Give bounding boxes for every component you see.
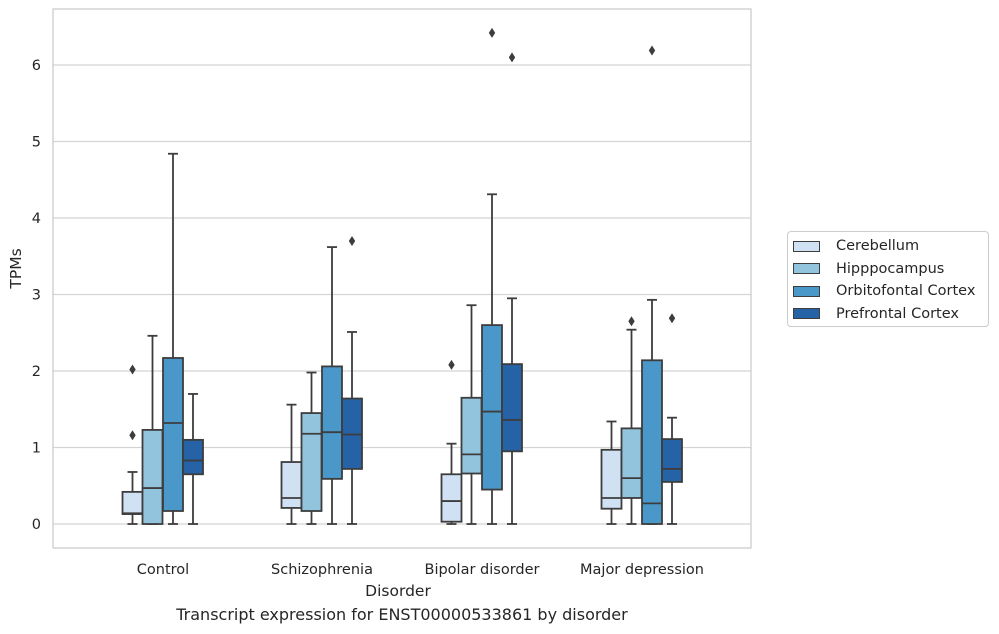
iqr-box bbox=[620, 427, 643, 499]
box-1-0 bbox=[141, 334, 164, 525]
box-marks bbox=[121, 27, 683, 525]
outlier-point bbox=[628, 316, 635, 327]
y-tick-label: 3 bbox=[32, 288, 41, 304]
iqr-box bbox=[440, 473, 463, 523]
iqr-box bbox=[641, 359, 663, 525]
x-tick-label: Major depression bbox=[580, 562, 704, 578]
legend-swatch bbox=[793, 240, 820, 252]
legend-item-prefrontal-cortex: Prefrontal Cortex bbox=[793, 303, 988, 326]
iqr-box bbox=[321, 365, 343, 480]
outlier-point bbox=[348, 235, 356, 246]
y-tick-label: 5 bbox=[32, 135, 41, 151]
outlier-point bbox=[448, 359, 455, 370]
y-tick-labels: 0 1 2 3 4 5 6 bbox=[32, 58, 41, 533]
legend-item-hippocampus: Hipppocampus bbox=[793, 258, 988, 281]
iqr-box bbox=[481, 324, 503, 491]
legend-item-orbitofrontal-cortex: Orbitofontal Cortex bbox=[793, 280, 988, 303]
outlier-point bbox=[668, 313, 676, 324]
box-3-3 bbox=[661, 313, 683, 525]
outlier-point bbox=[488, 27, 496, 38]
iqr-box bbox=[460, 396, 483, 475]
box-0-3 bbox=[600, 420, 623, 525]
outlier-point bbox=[129, 364, 136, 375]
box-1-3 bbox=[620, 316, 643, 525]
box-2-2 bbox=[481, 27, 503, 525]
outlier-point bbox=[648, 45, 656, 56]
box-1-1 bbox=[300, 371, 323, 525]
legend-label: Orbitofontal Cortex bbox=[836, 283, 976, 300]
y-tick-label: 2 bbox=[32, 364, 41, 380]
legend-label: Hipppocampus bbox=[836, 260, 945, 277]
legend: Cerebellum Hipppocampus Orbitofontal Cor… bbox=[787, 231, 989, 327]
x-tick-label: Control bbox=[137, 562, 189, 578]
box-3-0 bbox=[182, 393, 204, 525]
iqr-box bbox=[280, 461, 303, 509]
outlier-point bbox=[129, 430, 136, 441]
y-axis-label: TPMs bbox=[7, 248, 25, 289]
box-2-3 bbox=[641, 45, 663, 525]
iqr-box bbox=[121, 490, 144, 515]
legend-label: Prefrontal Cortex bbox=[836, 305, 959, 322]
box-0-1 bbox=[280, 403, 303, 525]
iqr-box bbox=[300, 412, 323, 512]
box-0-0 bbox=[121, 364, 144, 525]
x-axis-label: Disorder bbox=[365, 582, 431, 600]
legend-item-cerebellum: Cerebellum bbox=[793, 235, 988, 258]
iqr-box bbox=[600, 448, 623, 510]
chart-caption: Transcript expression for ENST0000053386… bbox=[176, 605, 628, 624]
x-tick-labels: Control Schizophrenia Bipolar disorder Majo… bbox=[137, 562, 704, 578]
legend-label: Cerebellum bbox=[836, 238, 920, 255]
y-tick-label: 4 bbox=[32, 211, 41, 227]
x-tick-label: Bipolar disorder bbox=[425, 562, 540, 578]
legend-swatch bbox=[793, 263, 820, 275]
x-tick-label: Schizophrenia bbox=[271, 562, 373, 578]
box-1-2 bbox=[460, 304, 483, 525]
iqr-box bbox=[661, 438, 683, 483]
box-0-2 bbox=[440, 359, 463, 525]
y-tick-label: 0 bbox=[32, 517, 41, 533]
box-2-1 bbox=[321, 246, 343, 525]
box-3-2 bbox=[501, 52, 523, 525]
iqr-box bbox=[141, 429, 164, 525]
y-tick-label: 6 bbox=[32, 58, 41, 74]
iqr-box bbox=[182, 438, 204, 476]
plot-frame bbox=[52, 8, 752, 549]
iqr-box bbox=[501, 363, 523, 453]
box-3-1 bbox=[341, 235, 363, 525]
outlier-point bbox=[508, 52, 516, 63]
iqr-box bbox=[162, 357, 184, 512]
legend-swatch bbox=[793, 308, 820, 320]
box-2-0 bbox=[162, 152, 184, 525]
y-tick-label: 1 bbox=[32, 441, 41, 457]
legend-swatch bbox=[793, 285, 820, 297]
